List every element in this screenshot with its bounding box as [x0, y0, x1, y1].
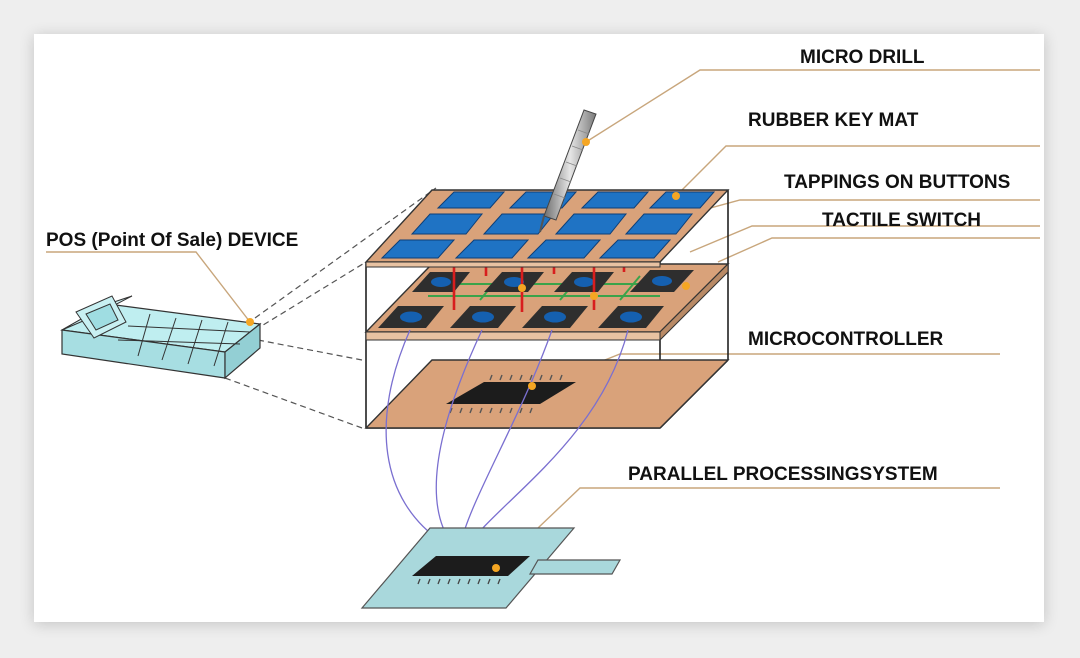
tactile-switch [522, 306, 588, 328]
label-parallel-processing-system: PARALLEL PROCESSINGSYSTEM [628, 464, 938, 485]
label-tappings-on-buttons: TAPPINGS ON BUTTONS [784, 172, 1010, 193]
rubber-key [526, 239, 602, 259]
tactile-switch [598, 306, 664, 328]
rubber-key [624, 213, 694, 235]
pos-screen [85, 303, 119, 331]
tactile-switch [630, 270, 694, 292]
microcontroller-board [364, 359, 730, 429]
label-rubber-key-mat: RUBBER KEY MAT [748, 110, 919, 131]
tactile-switch [450, 306, 516, 328]
pos-device [60, 295, 262, 380]
tactile-switch [378, 306, 444, 328]
microcontroller-chip [446, 374, 576, 414]
tactile-switch [554, 272, 614, 292]
rubber-key [554, 213, 628, 235]
rubber-key [580, 191, 650, 209]
rubber-key [436, 191, 506, 209]
rubber-key-mat [364, 189, 730, 268]
label-tactile-switch: TACTILE SWITCH [822, 210, 981, 231]
label-micro-drill: MICRO DRILL [800, 47, 925, 68]
rubber-key [380, 239, 456, 259]
parallel-processing-system [360, 527, 622, 609]
label-microcontroller: MICROCONTROLLER [748, 329, 944, 350]
rubber-key [598, 239, 672, 259]
rubber-key [454, 239, 530, 259]
tactile-switch-board [364, 262, 730, 342]
micro-drill [539, 109, 597, 233]
projection-lines [224, 187, 437, 429]
label-pos-device: POS (Point Of Sale) DEVICE [46, 230, 298, 251]
marker-dots [246, 138, 690, 572]
tactile-switch [412, 272, 470, 292]
tactile-switch [484, 272, 544, 292]
rubber-key [648, 191, 716, 209]
rubber-key [410, 213, 484, 235]
